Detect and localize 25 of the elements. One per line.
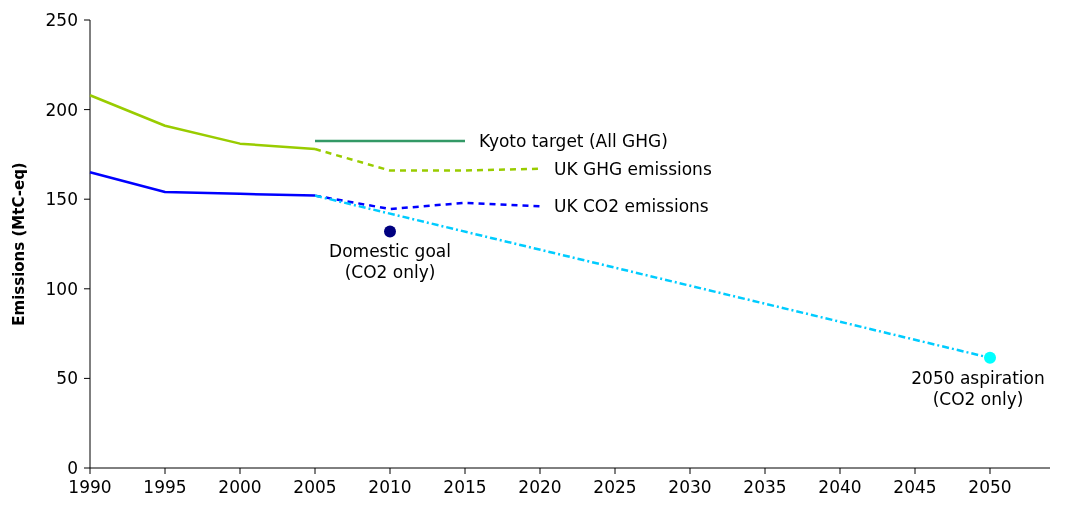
series-label: Kyoto target (All GHG) <box>479 130 668 151</box>
y-tick-label: 50 <box>56 368 78 389</box>
x-tick-label: 2005 <box>293 477 337 497</box>
x-tick-label: 2020 <box>518 477 562 497</box>
y-tick-label: 0 <box>67 458 78 478</box>
y-tick-label: 200 <box>45 99 78 120</box>
x-tick-label: 2010 <box>368 477 412 497</box>
x-tick-label: 2025 <box>593 477 637 497</box>
x-tick-label: 2045 <box>893 477 937 497</box>
x-tick-label: 2050 <box>968 477 1012 497</box>
x-tick-label: 2015 <box>443 477 487 497</box>
series-label: UK GHG emissions <box>554 158 712 179</box>
x-tick-label: 2040 <box>818 477 862 497</box>
y-tick-label: 150 <box>45 189 78 210</box>
y-axis-title: Emissions (MtC-eq) <box>10 162 28 326</box>
annotation: 2050 aspiration (CO2 only) <box>911 367 1045 409</box>
x-tick-label: 1995 <box>143 477 187 497</box>
series-label: UK CO2 emissions <box>554 196 709 217</box>
x-tick-label: 1990 <box>68 477 112 497</box>
x-tick-label: 2000 <box>218 477 262 497</box>
y-tick-label: 250 <box>45 10 78 30</box>
annotation: Domestic goal (CO2 only) <box>329 241 451 283</box>
x-tick-label: 2035 <box>743 477 787 497</box>
y-tick-label: 100 <box>45 278 78 299</box>
x-tick-label: 2030 <box>668 477 712 497</box>
